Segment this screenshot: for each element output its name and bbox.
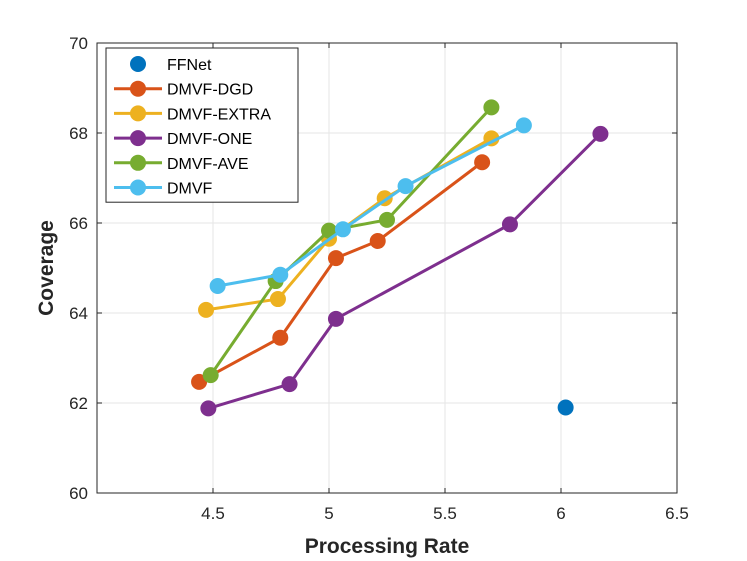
data-point-dmvf-one bbox=[327, 310, 344, 327]
data-point-dmvf-dgd bbox=[327, 250, 344, 267]
data-point-dmvf-ave bbox=[483, 99, 500, 116]
x-tick-label: 5.5 bbox=[433, 504, 457, 523]
data-point-dmvf bbox=[397, 178, 414, 195]
data-point-dmvf bbox=[209, 278, 226, 294]
x-tick-label: 4.5 bbox=[201, 504, 225, 523]
legend-label-dmvf-ave: DMVF-AVE bbox=[167, 156, 248, 173]
legend-marker-dmvf-extra bbox=[130, 105, 146, 122]
data-point-dmvf-one bbox=[501, 216, 518, 233]
data-point-dmvf bbox=[515, 117, 532, 134]
legend-marker-dmvf-ave bbox=[130, 154, 146, 171]
legend-marker-ffnet bbox=[130, 56, 146, 72]
y-tick-label: 68 bbox=[69, 124, 88, 143]
plot-border bbox=[96, 42, 678, 494]
data-point-dmvf-dgd bbox=[272, 329, 289, 346]
data-point-dmvf-one bbox=[592, 125, 609, 142]
data-point-dmvf-extra bbox=[198, 301, 215, 318]
data-point-ffnet bbox=[557, 399, 574, 416]
y-tick-label: 64 bbox=[69, 304, 88, 323]
y-tick-label: 70 bbox=[69, 34, 88, 53]
x-tick-label: 6 bbox=[556, 504, 565, 523]
legend-marker-dmvf bbox=[130, 179, 146, 196]
data-point-dmvf bbox=[334, 221, 351, 238]
data-point-dmvf-one bbox=[281, 376, 298, 393]
data-point-dmvf-ave bbox=[379, 211, 395, 228]
y-tick-label: 66 bbox=[69, 214, 88, 233]
legend-label-dmvf-extra: DMVF-EXTRA bbox=[167, 106, 271, 123]
data-point-dmvf-dgd bbox=[369, 233, 386, 249]
legend-label-ffnet: FFNet bbox=[167, 57, 212, 74]
x-axis-label: Processing Rate bbox=[305, 535, 470, 558]
axis-ticks: 4.5 5 5.5 6 6.5 60 62 64 66 68 70 bbox=[69, 34, 689, 523]
data-point-dmvf-dgd bbox=[191, 373, 208, 390]
legend-label-dmvf: DMVF bbox=[167, 181, 213, 198]
x-tick-label: 6.5 bbox=[665, 504, 689, 523]
data-point-dmvf-extra bbox=[269, 291, 286, 308]
y-tick-label: 62 bbox=[69, 394, 88, 413]
legend: FFNet DMVF-DGD DMVF-EXTRA DMVF-ONE DMVF-AVE D… bbox=[105, 47, 299, 203]
legend-label-dmvf-one: DMVF-ONE bbox=[167, 131, 252, 148]
y-axis-label: Coverage bbox=[35, 220, 58, 316]
legend-marker-dmvf-dgd bbox=[130, 80, 146, 97]
data-point-dmvf-one bbox=[200, 400, 217, 417]
legend-label-dmvf-dgd: DMVF-DGD bbox=[167, 82, 253, 99]
data-point-dmvf-ave bbox=[202, 367, 219, 384]
legend-box bbox=[105, 47, 299, 203]
data-point-dmvf-dgd bbox=[474, 154, 491, 171]
x-tick-label: 5 bbox=[324, 504, 333, 523]
series-lines bbox=[191, 99, 609, 417]
legend-marker-dmvf-one bbox=[130, 130, 146, 147]
y-tick-label: 60 bbox=[69, 484, 88, 503]
data-point-dmvf bbox=[272, 266, 289, 283]
